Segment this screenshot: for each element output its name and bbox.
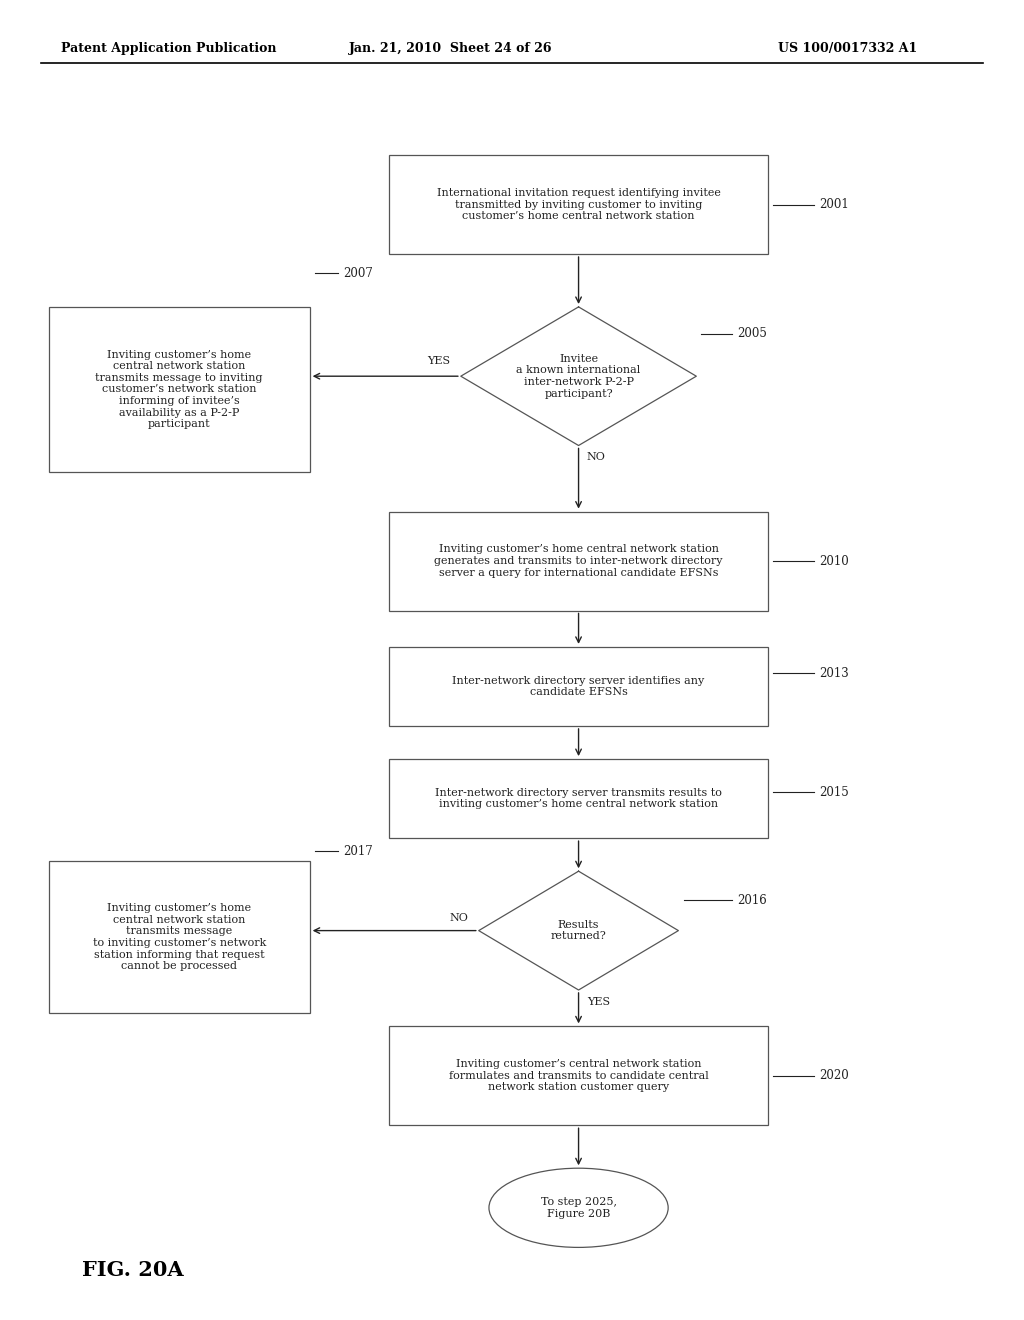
- Text: International invitation request identifying invitee
transmitted by inviting cus: International invitation request identif…: [436, 187, 721, 222]
- Text: Inviting customer’s home central network station
generates and transmits to inte: Inviting customer’s home central network…: [434, 544, 723, 578]
- Text: Jan. 21, 2010  Sheet 24 of 26: Jan. 21, 2010 Sheet 24 of 26: [349, 42, 552, 55]
- Text: Inter-network directory server transmits results to
inviting customer’s home cen: Inter-network directory server transmits…: [435, 788, 722, 809]
- Text: FIG. 20A: FIG. 20A: [82, 1259, 184, 1280]
- FancyBboxPatch shape: [389, 647, 768, 726]
- Text: Inviting customer’s home
central network station
transmits message to inviting
c: Inviting customer’s home central network…: [95, 350, 263, 429]
- Text: NO: NO: [587, 451, 605, 462]
- Text: YES: YES: [427, 355, 451, 366]
- Text: 2001: 2001: [819, 198, 849, 211]
- Text: 2005: 2005: [737, 327, 767, 341]
- Text: Invitee
a known international
inter-network P-2-P
participant?: Invitee a known international inter-netw…: [516, 354, 641, 399]
- Text: 2010: 2010: [819, 554, 849, 568]
- Text: 2015: 2015: [819, 785, 849, 799]
- Text: 2017: 2017: [343, 845, 373, 858]
- Text: Patent Application Publication: Patent Application Publication: [61, 42, 276, 55]
- Polygon shape: [461, 308, 696, 446]
- Text: To step 2025,
Figure 20B: To step 2025, Figure 20B: [541, 1197, 616, 1218]
- Text: US 100/0017332 A1: US 100/0017332 A1: [778, 42, 918, 55]
- FancyBboxPatch shape: [389, 1027, 768, 1125]
- Polygon shape: [478, 871, 678, 990]
- Text: NO: NO: [450, 912, 468, 923]
- Text: 2013: 2013: [819, 667, 849, 680]
- FancyBboxPatch shape: [48, 308, 309, 473]
- FancyBboxPatch shape: [389, 156, 768, 253]
- FancyBboxPatch shape: [389, 512, 768, 610]
- Text: YES: YES: [587, 997, 610, 1007]
- FancyBboxPatch shape: [48, 862, 309, 1014]
- FancyBboxPatch shape: [389, 759, 768, 838]
- Text: Results
returned?: Results returned?: [551, 920, 606, 941]
- Text: Inter-network directory server identifies any
candidate EFSNs: Inter-network directory server identifie…: [453, 676, 705, 697]
- Text: 2007: 2007: [343, 267, 373, 280]
- Text: 2020: 2020: [819, 1069, 849, 1082]
- Text: 2016: 2016: [737, 894, 767, 907]
- Ellipse shape: [488, 1168, 668, 1247]
- Text: Inviting customer’s central network station
formulates and transmits to candidat: Inviting customer’s central network stat…: [449, 1059, 709, 1093]
- Text: Inviting customer’s home
central network station
transmits message
to inviting c: Inviting customer’s home central network…: [92, 903, 266, 972]
